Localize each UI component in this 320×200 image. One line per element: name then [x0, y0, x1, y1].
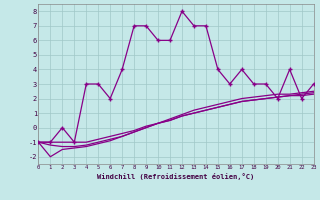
X-axis label: Windchill (Refroidissement éolien,°C): Windchill (Refroidissement éolien,°C): [97, 173, 255, 180]
